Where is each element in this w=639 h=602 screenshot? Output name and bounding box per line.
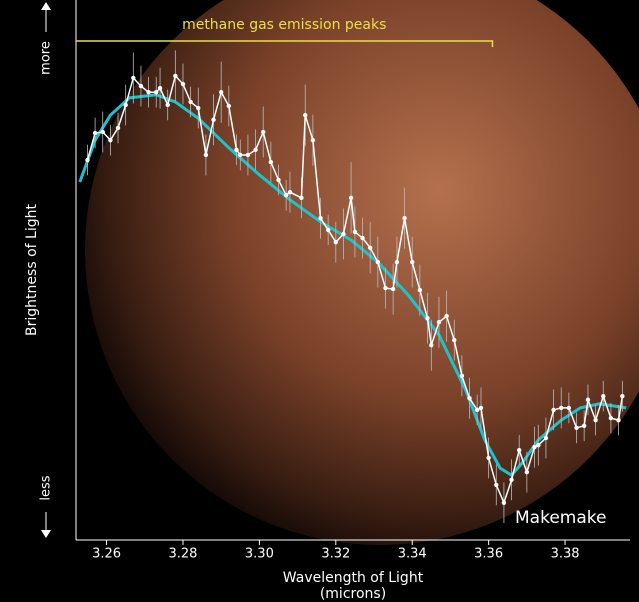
data-point (367, 245, 373, 250)
data-point (410, 259, 415, 265)
data-point (436, 320, 442, 325)
x-tick-label: 3.28 (169, 547, 198, 562)
data-point (494, 482, 499, 488)
data-point (601, 393, 606, 399)
data-point (123, 102, 128, 108)
data-point (478, 405, 484, 411)
data-point (138, 83, 144, 89)
data-point (341, 231, 346, 237)
data-point (165, 102, 170, 108)
data-point (593, 417, 598, 423)
data-point (154, 90, 159, 95)
planet-image (85, 0, 639, 545)
data-point (452, 337, 457, 343)
data-point (360, 235, 365, 241)
data-point (444, 313, 449, 319)
data-point (173, 73, 178, 79)
data-point (180, 81, 186, 87)
data-point (352, 229, 358, 235)
data-point (85, 157, 90, 163)
data-point (245, 152, 251, 158)
data-point (188, 99, 193, 105)
data-point (566, 405, 572, 411)
data-point (253, 147, 258, 153)
data-point (203, 152, 209, 158)
data-point (524, 469, 530, 475)
data-point (581, 423, 587, 428)
annotation-bracket (76, 40, 494, 47)
y-high-label: more (39, 41, 54, 75)
data-point (100, 129, 105, 135)
data-point (196, 105, 201, 111)
data-point (467, 396, 472, 401)
data-point (390, 286, 396, 292)
data-point (585, 397, 591, 402)
data-point (402, 215, 407, 221)
target-label: Makemake (515, 508, 606, 528)
data-point (517, 448, 522, 453)
data-point (287, 189, 293, 195)
data-point (146, 90, 151, 95)
data-point (157, 85, 163, 91)
data-point (532, 444, 537, 450)
data-point (616, 417, 621, 423)
data-point (299, 195, 304, 200)
data-point (608, 415, 614, 421)
data-point (383, 285, 388, 291)
data-point (226, 103, 232, 109)
data-point (429, 342, 434, 348)
data-point (417, 287, 423, 293)
data-point (283, 193, 289, 198)
data-point (218, 90, 224, 95)
x-tick-label: 3.30 (245, 547, 274, 562)
data-point (501, 500, 507, 505)
data-point (318, 215, 323, 221)
data-point (620, 393, 625, 399)
data-point (574, 425, 579, 430)
x-axis-label: Wavelength of Light (283, 570, 424, 586)
arrow-up-head (41, 2, 51, 10)
data-point (303, 112, 308, 118)
x-axis-label-units: (microns) (320, 586, 386, 602)
data-point (276, 177, 281, 183)
data-point (238, 152, 243, 158)
arrow-down-head (41, 530, 51, 538)
data-point (108, 137, 113, 143)
x-tick-label: 3.36 (474, 547, 503, 562)
data-point (115, 125, 121, 131)
data-point (92, 130, 98, 136)
data-point (333, 239, 339, 245)
data-point (131, 75, 136, 81)
data-point (261, 129, 266, 135)
x-tick-label: 3.26 (92, 547, 121, 562)
x-tick-label: 3.32 (321, 547, 350, 562)
data-point (559, 405, 564, 411)
data-point (425, 315, 430, 321)
data-point (394, 259, 400, 265)
data-point (459, 373, 465, 378)
data-point (348, 195, 354, 200)
data-point (268, 159, 274, 165)
data-point (543, 435, 549, 441)
data-point (211, 117, 216, 122)
data-point (551, 407, 556, 413)
data-point (310, 137, 316, 143)
y-low-label: less (39, 475, 54, 500)
x-tick-label: 3.34 (398, 547, 427, 562)
data-point (486, 455, 491, 461)
data-point (375, 259, 381, 265)
data-point (325, 227, 331, 233)
x-tick-label: 3.38 (551, 547, 580, 562)
data-point (536, 442, 541, 448)
data-point (474, 407, 480, 413)
annotation-text: methane gas emission peaks (182, 17, 386, 33)
data-point (509, 477, 514, 483)
data-point (234, 147, 239, 153)
y-axis-label: Brightness of Light (24, 204, 40, 336)
